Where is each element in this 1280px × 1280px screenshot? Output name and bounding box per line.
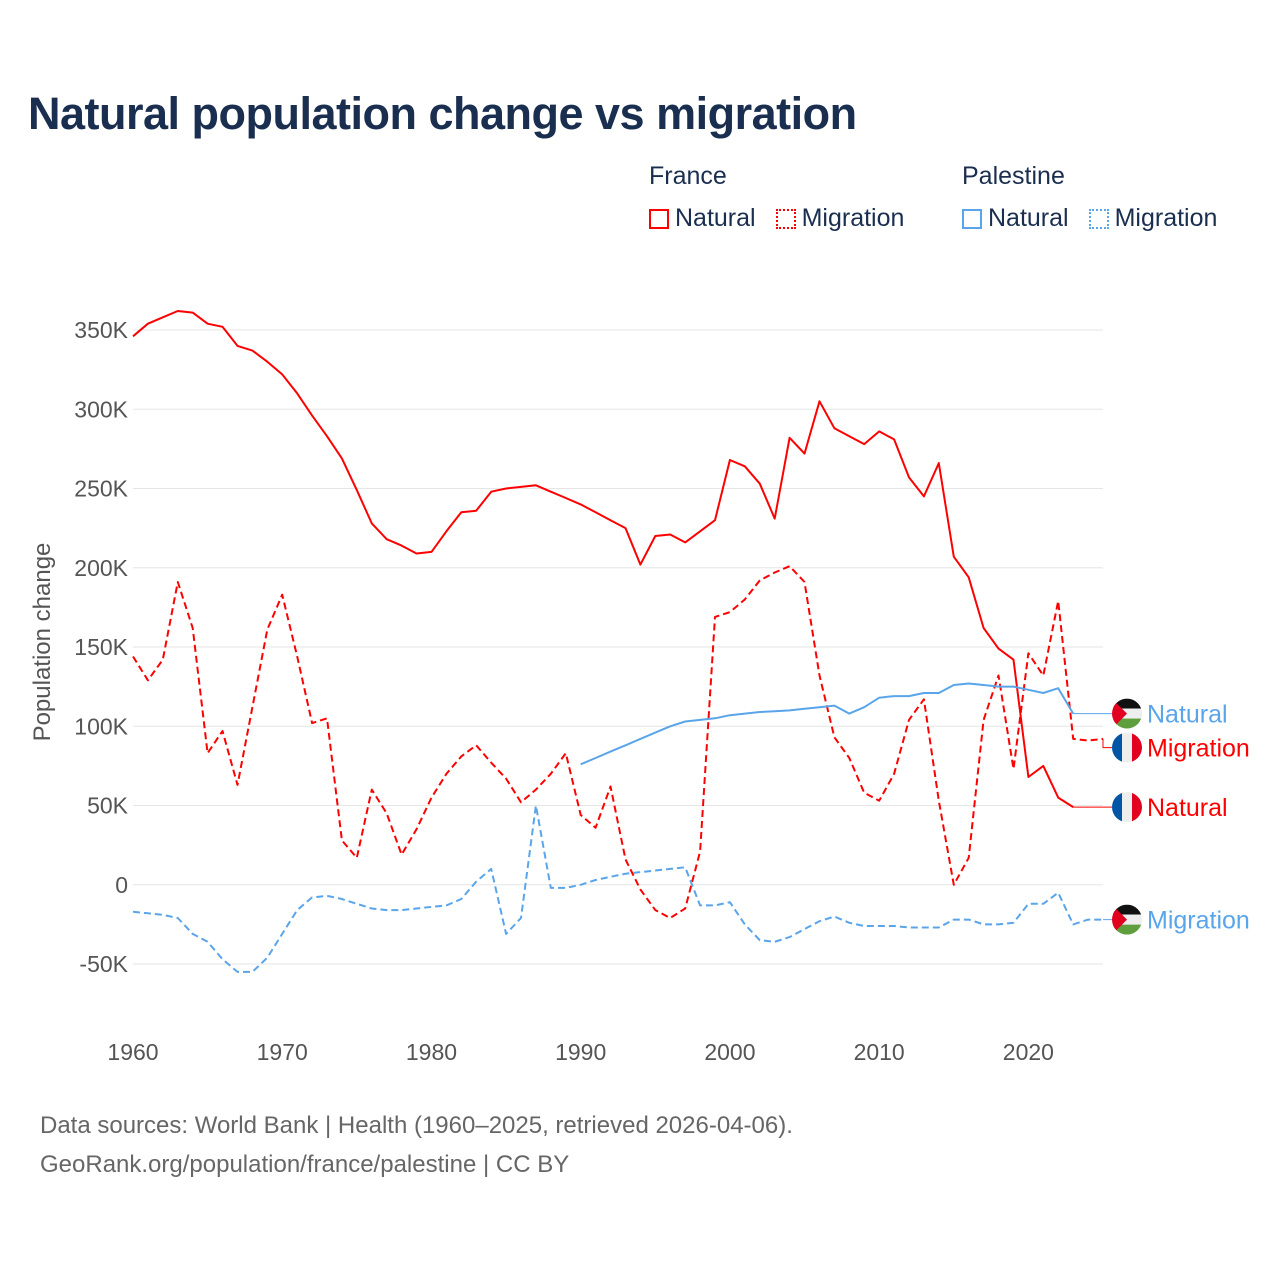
solid-swatch-icon <box>962 208 982 229</box>
legend-item-palestine-natural[interactable]: Natural <box>962 204 1069 233</box>
y-tick-label: 200K <box>74 555 128 581</box>
end-label-text: Natural <box>1147 794 1228 822</box>
palestine-flag-icon <box>1112 904 1142 935</box>
y-axis-label: Population change <box>29 543 56 742</box>
y-tick-label: -50K <box>79 951 128 977</box>
series-line-france-migration <box>132 565 1104 919</box>
dotted-swatch-icon <box>775 208 796 229</box>
france-flag-icon <box>1112 732 1142 763</box>
x-tick-label: 1970 <box>257 1039 308 1065</box>
legend-item-france-natural[interactable]: Natural <box>649 204 756 233</box>
series-line-palestine-migration <box>132 804 1103 973</box>
legend-item-france-migration[interactable]: Migration <box>775 204 905 233</box>
y-tick-label: 100K <box>74 713 128 739</box>
solid-swatch-icon <box>649 208 669 229</box>
x-tick-label: 1960 <box>107 1039 158 1065</box>
x-tick-label: 2010 <box>854 1039 905 1065</box>
x-tick-label: 2000 <box>704 1039 755 1065</box>
palestine-flag-icon <box>1112 698 1142 729</box>
legend-group-title: France <box>649 162 727 190</box>
x-tick-label: 1980 <box>406 1039 457 1065</box>
footer: Data sources: World Bank | Health (1960–… <box>40 1106 793 1184</box>
series-line-france-natural <box>132 310 1074 808</box>
legend-label: Natural <box>675 204 756 232</box>
end-label-palestine-natural: Natural <box>1073 698 1228 729</box>
x-axis-ticks: 1960 1970 1980 1990 2000 2010 2020 <box>107 1039 1054 1065</box>
end-label-text: Natural <box>1147 701 1228 729</box>
end-labels: Natural Migration Natural Migration <box>1073 698 1250 935</box>
end-label-text: Migration <box>1147 735 1250 763</box>
france-flag-icon <box>1112 792 1142 823</box>
legend-group-france: France Natural Migration <box>649 162 904 233</box>
end-label-text: Migration <box>1147 907 1250 935</box>
label-connector <box>1102 738 1112 749</box>
y-tick-label: 300K <box>74 396 128 422</box>
end-label-france-natural: Natural <box>1073 792 1228 823</box>
legend-item-palestine-migration[interactable]: Migration <box>1088 204 1218 233</box>
x-tick-label: 1990 <box>555 1039 606 1065</box>
x-tick-label: 2020 <box>1003 1039 1054 1065</box>
series-lines <box>132 310 1104 973</box>
end-label-france-migration: Migration <box>1102 732 1250 763</box>
y-tick-label: 0 <box>115 872 128 898</box>
y-axis-ticks: -50K 0 50K 100K 150K 200K 250K 300K 350K <box>74 317 128 977</box>
end-label-palestine-migration: Migration <box>1103 904 1250 935</box>
legend-label: Natural <box>988 204 1069 232</box>
y-tick-label: 350K <box>74 317 128 343</box>
legend-label: Migration <box>1114 204 1218 232</box>
y-tick-label: 50K <box>87 793 129 819</box>
attribution-link[interactable]: GeoRank.org/population/france/palestine … <box>40 1151 570 1178</box>
y-tick-label: 250K <box>74 476 128 502</box>
series-line-palestine-natural <box>580 682 1075 766</box>
legend-label: Migration <box>801 204 905 232</box>
legend-group-palestine: Palestine Natural Migration <box>962 162 1217 233</box>
chart-title: Natural population change vs migration <box>28 88 857 139</box>
gridlines <box>133 329 1103 965</box>
data-source-text: Data sources: World Bank | Health (1960–… <box>40 1112 793 1139</box>
y-tick-label: 150K <box>74 634 128 660</box>
dotted-swatch-icon <box>1088 208 1109 229</box>
legend-group-title: Palestine <box>962 162 1065 190</box>
